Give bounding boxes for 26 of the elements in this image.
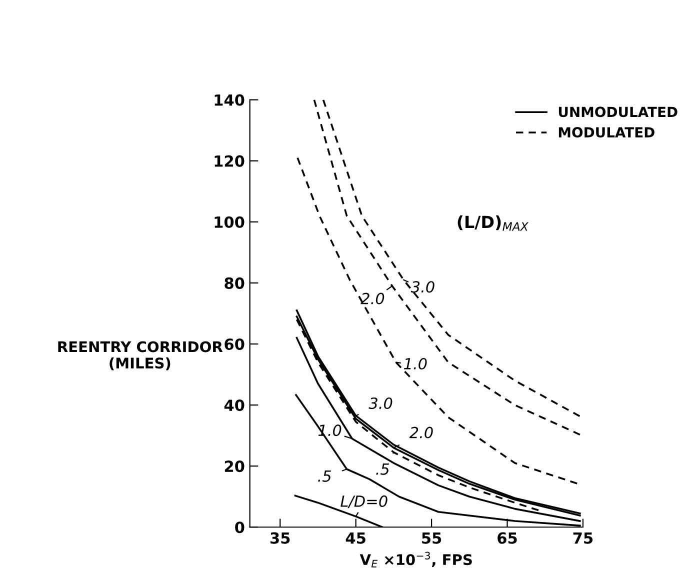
x-tick-label: 45 [346, 532, 366, 544]
x-tick-label: 55 [422, 532, 442, 544]
y-tick-label: 20 [224, 460, 244, 472]
x-axis-title: V$_{E}$ ×10$^{−3}$, FPS [360, 552, 472, 568]
annotation: (L/D)$_{MAX}$ [458, 215, 529, 231]
x-tick-label: 65 [498, 532, 517, 544]
y-tick-label: 40 [224, 399, 244, 412]
y-tick-label: 120 [214, 155, 244, 167]
annotation: 3.0 [410, 281, 434, 293]
annotation: 1.0 [404, 358, 427, 370]
annotation: .5 [376, 463, 390, 475]
x-tick-label: 75 [573, 532, 593, 544]
y-tick-label: 140 [214, 94, 244, 106]
legend-label: MODULATED [558, 127, 654, 138]
annotation: 3.0 [368, 397, 392, 410]
x-tick-label: 35 [270, 532, 290, 544]
annotation: 2.0 [360, 292, 384, 304]
y-tick-label: 100 [214, 216, 244, 228]
y-tick-label: 0 [235, 522, 244, 534]
annotation: 2.0 [409, 426, 433, 438]
y-tick-label: 80 [224, 277, 244, 289]
annotation: .5 [318, 470, 331, 482]
y-tick-label: 60 [224, 338, 244, 350]
y-axis-title: REENTRY CORRIDOR (MILES) [58, 341, 223, 370]
legend-label: UNMODULATED [558, 106, 678, 118]
annotation: L/D=0 [340, 495, 388, 508]
